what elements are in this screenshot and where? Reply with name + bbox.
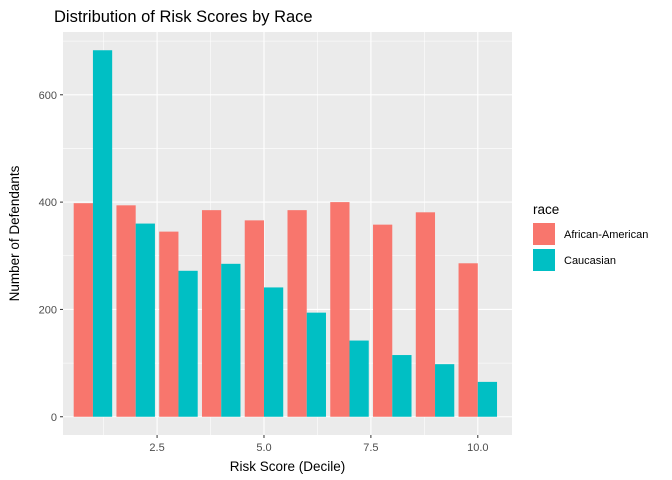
legend-key-caucasian [533,249,555,271]
y-tick-label: 0 [51,412,57,424]
y-tick-label: 200 [39,304,57,316]
bar-african-american-6 [287,210,307,417]
bar-african-american-10 [458,263,478,417]
x-tick-label: 5.0 [256,442,271,454]
x-axis-label: Risk Score (Decile) [230,459,346,474]
bar-caucasian-9 [435,364,455,417]
bar-caucasian-2 [135,223,155,417]
legend-label-african-american: African-American [564,229,648,241]
legend-label-caucasian: Caucasian [564,255,616,267]
bar-african-american-9 [415,212,436,417]
bar-african-american-3 [159,231,179,417]
bar-african-american-5 [244,220,264,417]
bar-caucasian-8 [392,355,412,417]
legend-key-african-american [533,223,555,245]
bar-african-american-1 [73,203,93,417]
x-tick-label: 2.5 [149,442,164,454]
y-axis-label: Number of Defendants [7,165,22,301]
bar-african-american-4 [201,210,222,417]
bar-caucasian-3 [178,270,198,417]
bar-african-american-7 [330,202,350,417]
y-tick-label: 600 [39,90,57,102]
bar-caucasian-5 [263,287,284,417]
bar-caucasian-6 [306,312,326,417]
legend-title: race [533,202,559,217]
y-tick-label: 400 [39,197,57,209]
bar-african-american-2 [116,205,136,417]
bar-african-american-8 [373,224,393,417]
legend: race African-American Caucasian [533,202,648,271]
bar-caucasian-7 [349,340,369,417]
bars [73,50,498,417]
x-tick-label: 7.5 [363,442,378,454]
x-axis-ticks: 2.5 5.0 7.5 10.0 [149,435,489,454]
x-tick-label: 10.0 [467,442,488,454]
y-axis-ticks: 0 200 400 600 [39,90,63,424]
chart-title: Distribution of Risk Scores by Race [54,8,313,26]
bar-caucasian-4 [221,263,241,417]
bar-caucasian-10 [477,381,498,417]
bar-caucasian-1 [92,50,113,417]
